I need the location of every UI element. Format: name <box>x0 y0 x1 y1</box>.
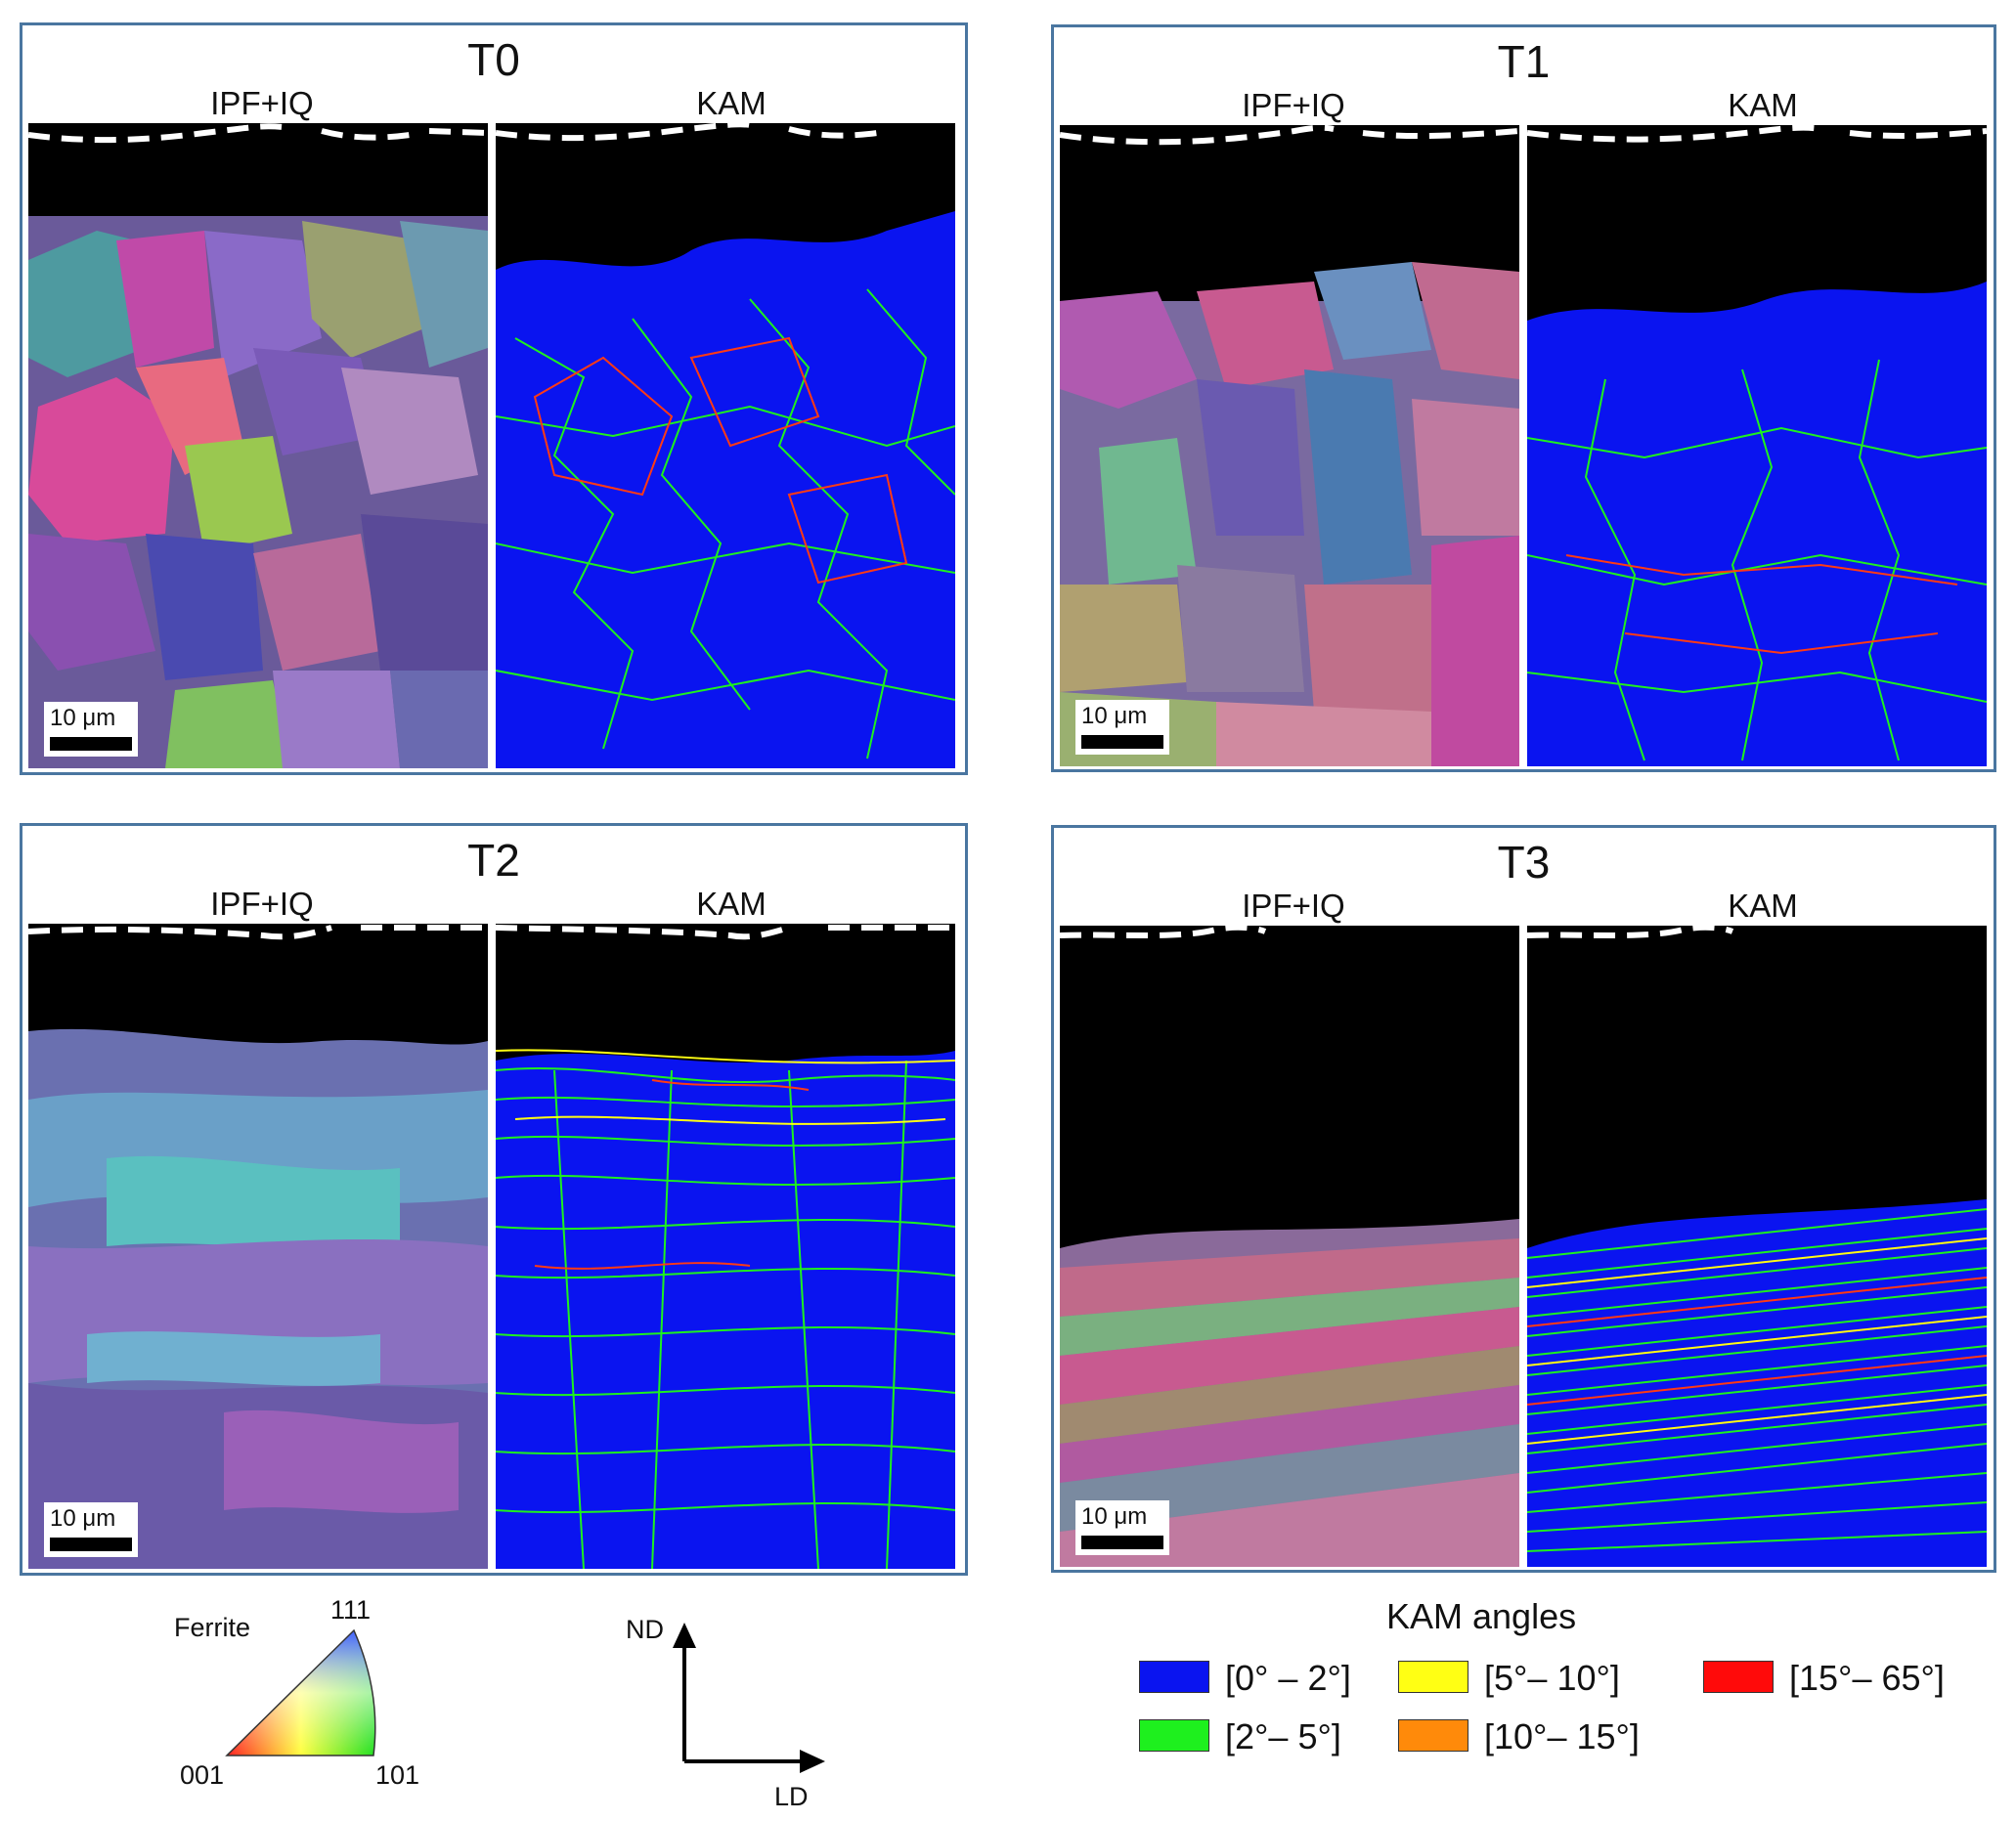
ipf-color-key-triangle <box>225 1628 376 1756</box>
kam-map <box>1527 926 1987 1567</box>
scale-label: 10 μm <box>1081 703 1148 729</box>
kam-legend-title: KAM angles <box>1386 1596 1577 1636</box>
kam-map <box>1527 125 1987 766</box>
legend-label: [15°– 65°] <box>1789 1658 1945 1698</box>
ipf-label: IPF+IQ <box>210 85 314 121</box>
legend-swatch <box>1139 1719 1209 1752</box>
legend-label: [0° – 2°] <box>1225 1658 1351 1698</box>
scale-bar: 10 μm <box>44 1502 138 1557</box>
ipf-label: IPF+IQ <box>210 886 314 922</box>
scale-bar: 10 μm <box>44 702 138 757</box>
panel-title: T3 <box>1497 837 1551 888</box>
legend-label: [2°– 5°] <box>1225 1716 1341 1756</box>
panel-t3: T3 IPF+IQ KAM 10 μm <box>1051 825 1996 1573</box>
ipf-label: IPF+IQ <box>1242 87 1345 123</box>
panel-t0: T0 IPF+IQ KAM 10 μm <box>20 22 968 775</box>
kam-label: KAM <box>696 85 767 121</box>
ipf-iq-map: 10 μm <box>1060 125 1519 766</box>
legend-swatch <box>1139 1661 1209 1693</box>
ipf-label: IPF+IQ <box>1242 888 1345 924</box>
axis-nd-label: ND <box>626 1615 664 1644</box>
ipf-iq-map: 10 μm <box>28 924 488 1569</box>
panel-t1: T1 IPF+IQ KAM 10 μm <box>1051 24 1996 772</box>
panel-title: T0 <box>467 34 520 85</box>
kam-map <box>496 924 955 1569</box>
nd-ld-axes-arrows <box>673 1623 825 1773</box>
kam-map <box>496 123 955 768</box>
scale-label: 10 μm <box>50 1505 116 1532</box>
kam-label: KAM <box>696 886 767 922</box>
scale-bar: 10 μm <box>1075 700 1169 755</box>
axis-ld-label: LD <box>774 1782 809 1811</box>
kam-label: KAM <box>1728 87 1798 123</box>
kam-label: KAM <box>1728 888 1798 924</box>
panel-title: T1 <box>1497 36 1551 87</box>
scale-label: 10 μm <box>1081 1503 1148 1530</box>
ipf-iq-map: 10 μm <box>1060 926 1519 1567</box>
legend-swatch <box>1398 1661 1468 1693</box>
scale-label: 10 μm <box>50 705 116 731</box>
ipf-key-111: 111 <box>330 1595 372 1625</box>
legend-label: [10°– 15°] <box>1484 1716 1640 1756</box>
ipf-key-001: 001 <box>180 1760 225 1790</box>
ipf-key-101: 101 <box>375 1760 420 1790</box>
legend-swatch <box>1398 1719 1468 1752</box>
ipf-key-phase: Ferrite <box>174 1613 251 1642</box>
ipf-iq-map: 10 μm <box>28 123 488 768</box>
scale-bar: 10 μm <box>1075 1500 1169 1555</box>
panel-title: T2 <box>467 835 520 886</box>
legend-swatch <box>1703 1661 1774 1693</box>
legend-label: [5°– 10°] <box>1484 1658 1620 1698</box>
panel-t2: T2 IPF+IQ KAM 10 μm <box>20 823 968 1576</box>
